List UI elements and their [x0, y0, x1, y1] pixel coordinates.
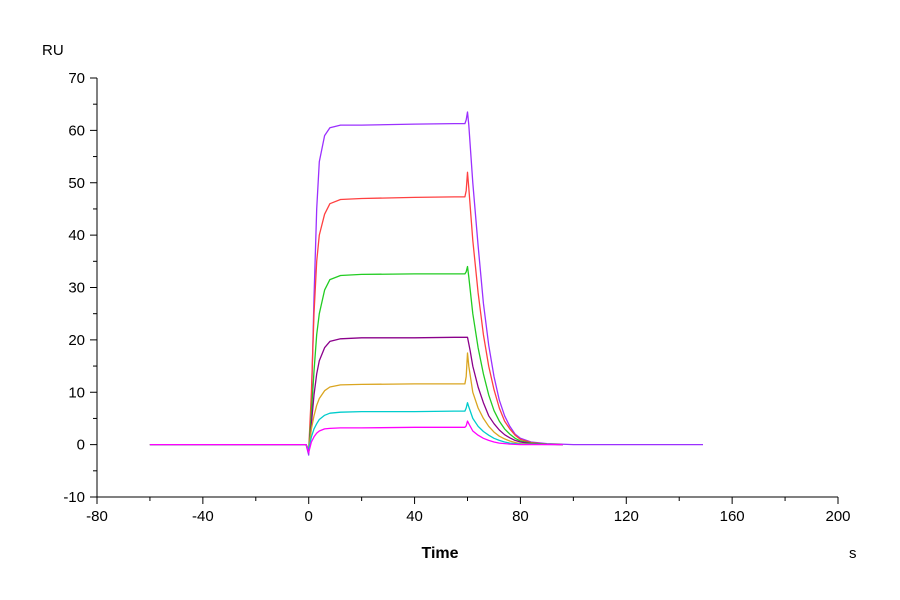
series-line-5: [149, 352, 563, 451]
x-tick-label: 200: [825, 508, 850, 525]
x-tick-label: -40: [192, 508, 214, 525]
y-tick-label: 40: [68, 227, 85, 244]
x-tick-label: 40: [406, 508, 423, 525]
y-tick-label: 0: [77, 437, 85, 454]
y-tick-label: 30: [68, 280, 85, 297]
y-tick-label: 20: [68, 332, 85, 349]
y-tick-label: 50: [68, 175, 85, 192]
x-axis-unit: s: [849, 545, 857, 562]
y-axis-ticks: -10 0 10 20 30 40 50 60 70: [63, 70, 97, 506]
series-line-6: [149, 402, 563, 451]
series-layer: [149, 111, 703, 456]
y-axis-unit: RU: [42, 42, 64, 59]
series-line-1: [149, 111, 703, 456]
series-line-3: [149, 265, 563, 451]
series-line-4: [149, 336, 563, 454]
series-line-2: [149, 171, 563, 451]
x-tick-label: 0: [305, 508, 313, 525]
x-axis-ticks: -80 -40 0 40 80 120 160 200: [86, 497, 851, 525]
x-tick-label: 120: [614, 508, 639, 525]
y-tick-label: 10: [68, 384, 85, 401]
x-axis-title: Time: [421, 545, 458, 562]
y-tick-label: -10: [63, 489, 85, 506]
x-tick-label: 80: [512, 508, 529, 525]
x-tick-label: 160: [720, 508, 745, 525]
y-tick-label: 60: [68, 122, 85, 139]
series-line-7: [149, 420, 563, 454]
y-tick-label: 70: [68, 70, 85, 87]
x-tick-label: -80: [86, 508, 108, 525]
